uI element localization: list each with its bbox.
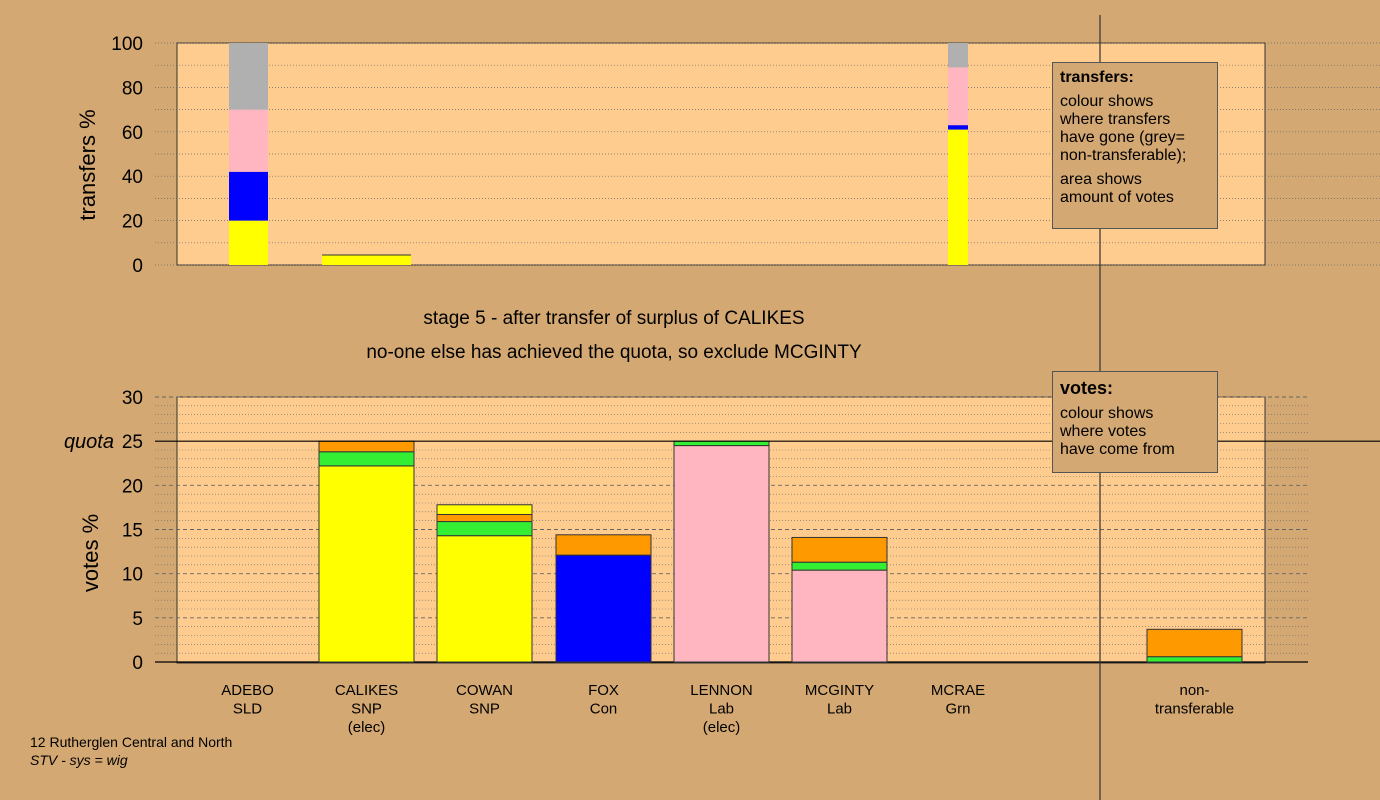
transfers-legend: transfers: colour shows where transfers …	[1052, 62, 1218, 229]
candidate-label: COWAN	[456, 682, 513, 699]
candidate-label: CALIKES	[335, 682, 398, 699]
votes-tick-label: 5	[132, 609, 143, 630]
votes-tick-label: 25	[122, 432, 143, 453]
transfers-bar-segment	[948, 43, 968, 68]
votes-tick-label: 15	[122, 521, 143, 542]
transfers-tick-label: 80	[122, 78, 143, 99]
transfers-tick-label: 20	[122, 212, 143, 233]
votes-legend-text: colour shows where votes have come from	[1060, 405, 1175, 458]
votes-tick-label: 0	[132, 653, 143, 674]
votes-bar-segment	[318, 451, 415, 467]
votes-bar-segment	[318, 440, 415, 453]
transfers-tick-label: 40	[122, 167, 143, 188]
votes-bar-segment	[555, 534, 652, 556]
votes-bar-segment	[1146, 628, 1243, 658]
votes-tick-label: 10	[122, 565, 143, 586]
candidate-label: (elec)	[348, 719, 386, 736]
constituency-label: 12 Rutherglen Central and North	[30, 734, 233, 750]
candidate-label: SNP	[469, 701, 500, 718]
candidate-label: non-	[1179, 682, 1209, 699]
votes-bar-segment	[318, 465, 415, 663]
candidate-label: Con	[590, 701, 618, 718]
candidate-label: Lab	[709, 701, 734, 718]
transfers-bar-segment	[229, 43, 268, 110]
candidate-label: LENNON	[690, 682, 753, 699]
votes-legend-heading: votes:	[1060, 378, 1114, 398]
transfers-bar-segment	[948, 125, 968, 130]
transfers-legend-heading: transfers:	[1060, 69, 1134, 86]
votes-bar-segment	[673, 445, 770, 663]
transfers-bar-segment	[229, 109, 268, 172]
quota-label: quota	[64, 431, 114, 453]
votes-bar-segment	[791, 561, 888, 571]
votes-bar-segment	[555, 554, 652, 663]
candidate-label: MCRAE	[931, 682, 985, 699]
candidate-label: (elec)	[703, 719, 741, 736]
votes-bar-segment	[791, 569, 888, 663]
stage-subtitle: no-one else has achieved the quota, so e…	[366, 342, 862, 363]
candidate-label: FOX	[588, 682, 619, 699]
votes-bar-segment	[791, 536, 888, 563]
transfers-tick-label: 0	[132, 256, 143, 277]
transfers-tick-label: 60	[122, 123, 143, 144]
candidate-label: transferable	[1155, 701, 1234, 718]
votes-bar-segment	[436, 504, 533, 515]
transfers-bar-segment	[948, 129, 968, 265]
transfers-tick-label: 100	[111, 34, 143, 55]
votes-tick-label: 20	[122, 476, 143, 497]
stage-title: stage 5 - after transfer of surplus of C…	[423, 308, 804, 329]
votes-bar-segment	[436, 513, 533, 523]
candidate-label: SLD	[233, 701, 262, 718]
transfers-bar-segment	[229, 220, 268, 265]
transfers-legend-text-1: colour shows where transfers have gone (…	[1060, 93, 1187, 164]
system-label: STV - sys = wig	[30, 752, 128, 768]
votes-bar-segment	[1146, 656, 1243, 663]
transfers-bar-segment	[948, 67, 968, 126]
votes-y-axis-label: votes %	[78, 514, 103, 592]
votes-bar-segment	[436, 535, 533, 663]
votes-legend: votes: colour shows where votes have com…	[1052, 371, 1218, 473]
candidate-label: Lab	[827, 701, 852, 718]
transfers-y-axis-label: transfers %	[75, 109, 100, 220]
transfers-legend-text-2: area shows amount of votes	[1060, 171, 1174, 206]
votes-bar-segment	[436, 521, 533, 537]
candidate-label: MCGINTY	[805, 682, 874, 699]
candidate-label: ADEBO	[221, 682, 274, 699]
transfers-bar-segment	[322, 255, 411, 265]
candidate-label: Grn	[945, 701, 970, 718]
votes-bar-segment	[673, 440, 770, 447]
votes-tick-label: 30	[122, 388, 143, 409]
candidate-label: SNP	[351, 701, 382, 718]
transfers-bar-segment	[229, 171, 268, 221]
